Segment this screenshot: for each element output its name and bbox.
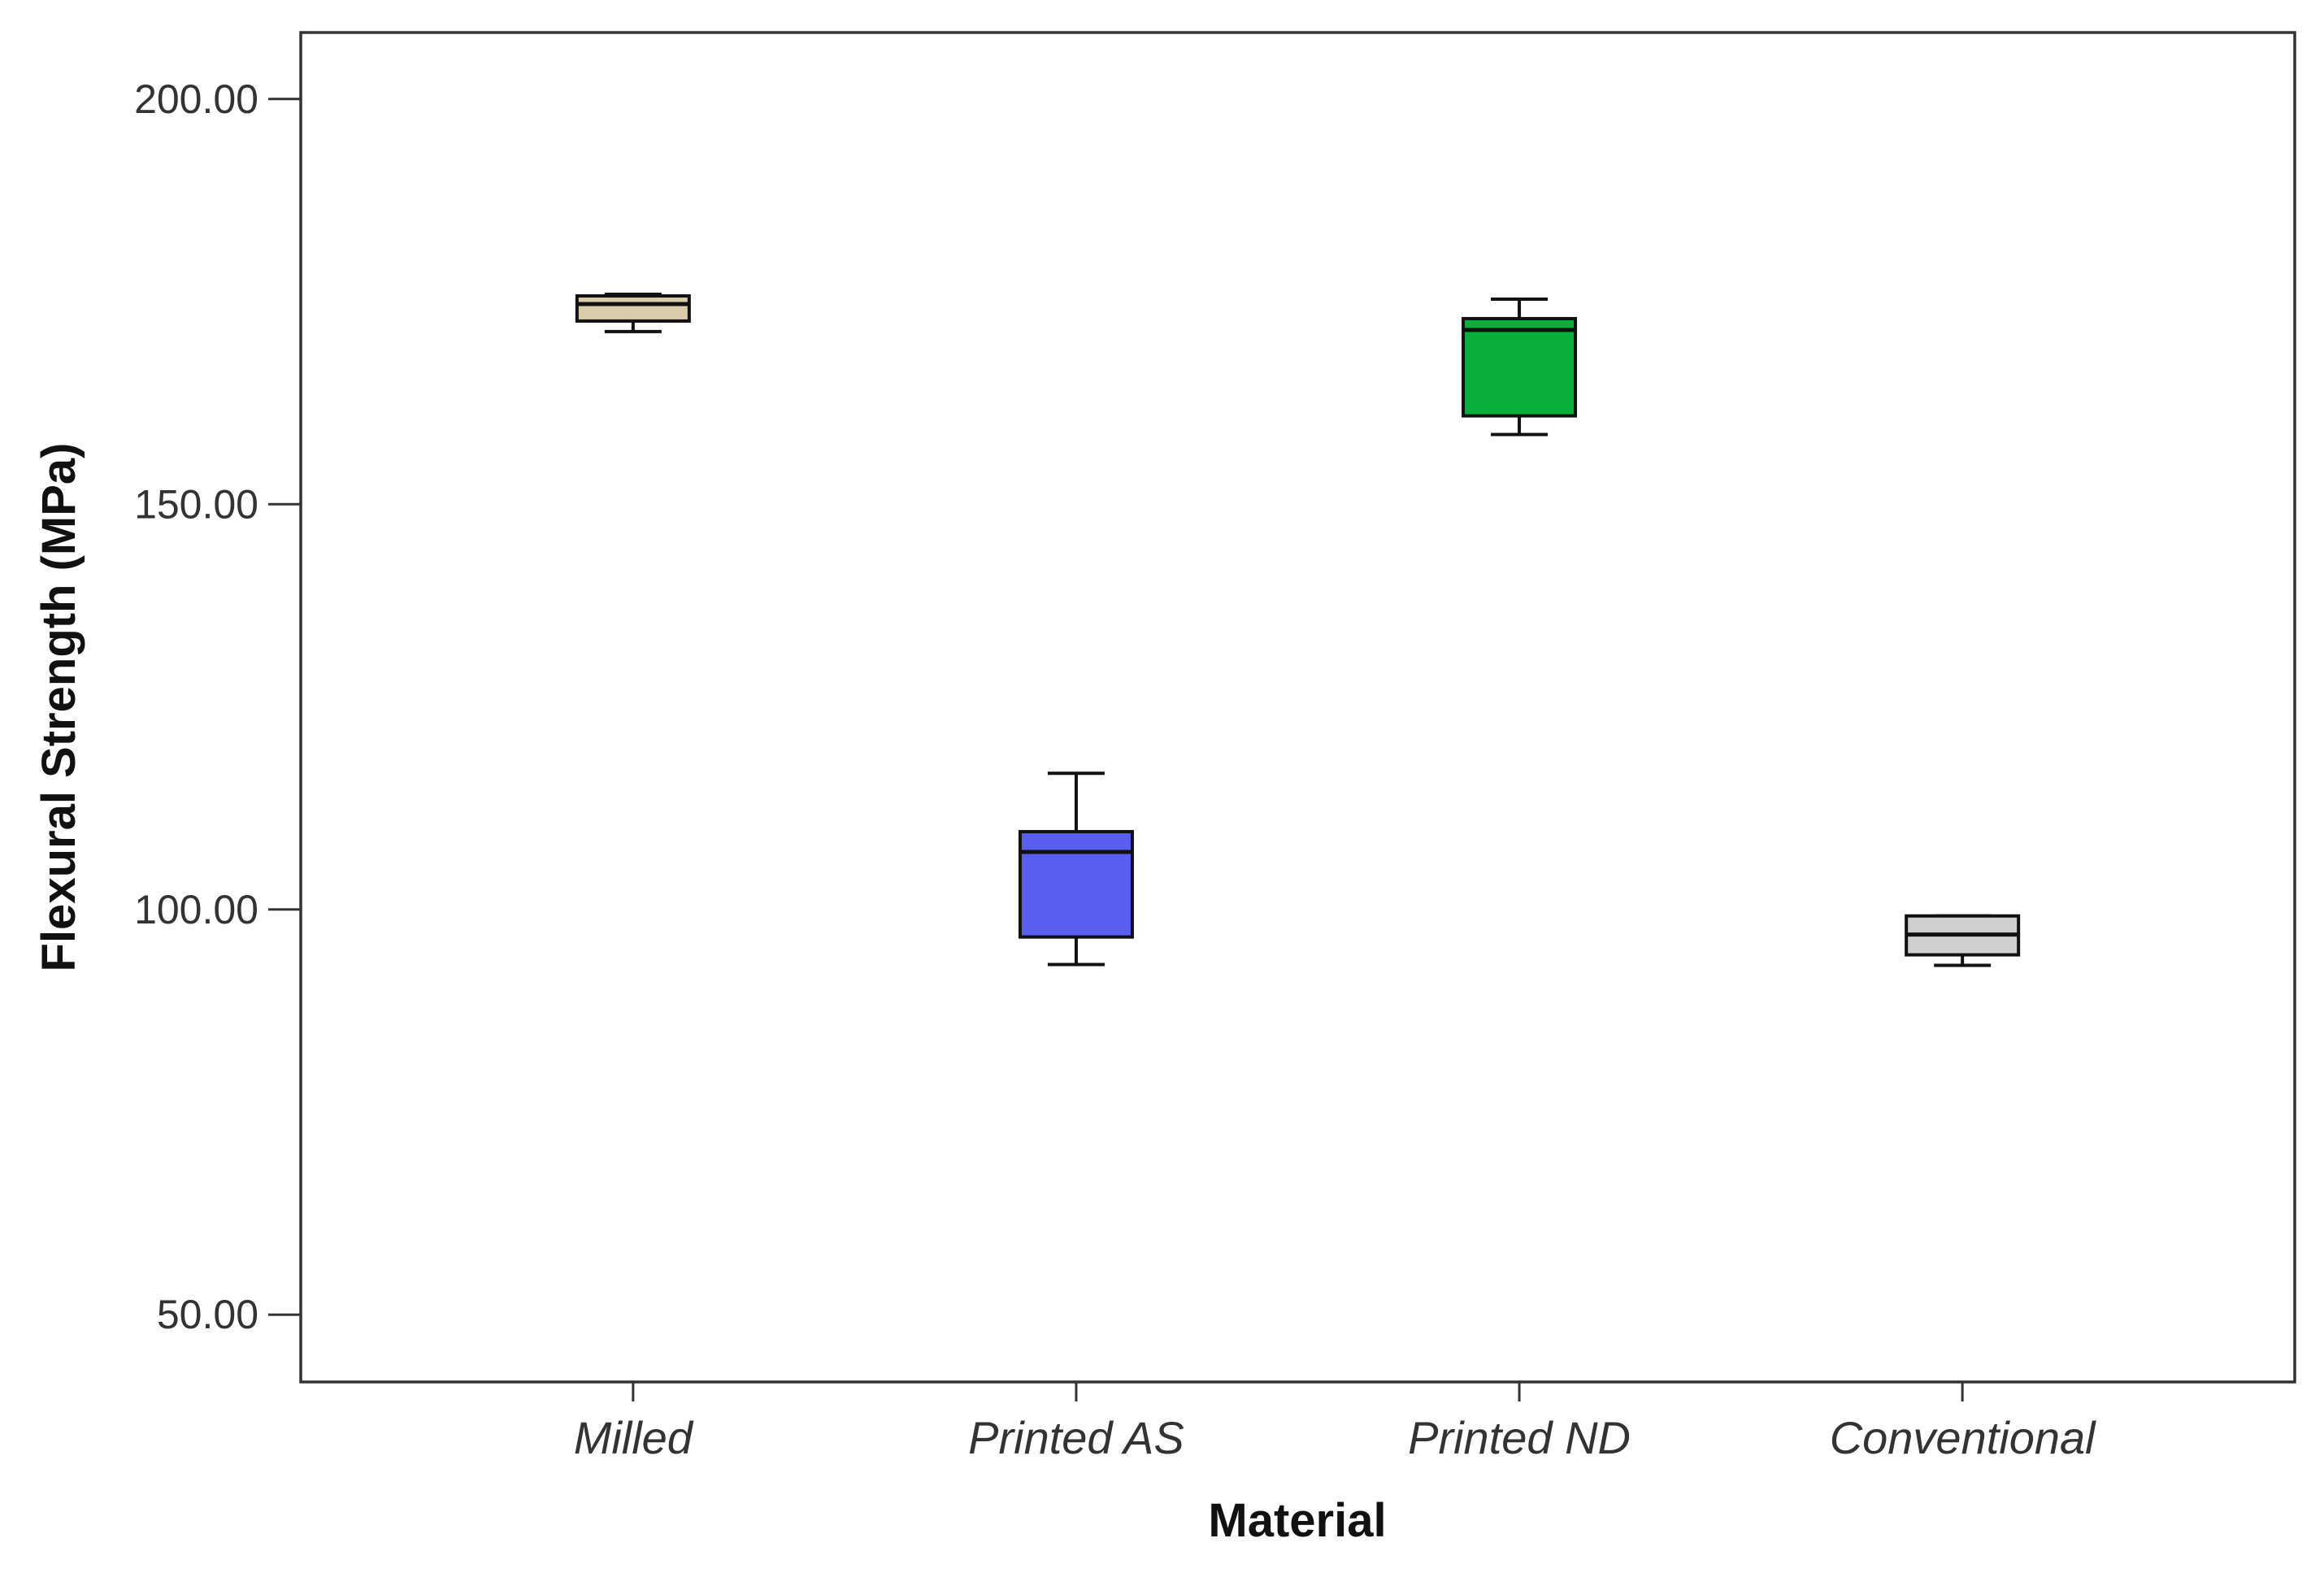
x-tick-label: Milled (574, 1412, 694, 1463)
plot-frame (299, 31, 2296, 1384)
y-axis-title: Flexural Strength (MPa) (33, 443, 85, 972)
box-conventional (1905, 914, 2021, 967)
box-body (575, 294, 691, 323)
box-printed-nd (1462, 298, 1578, 437)
y-tick-label: 50.00 (157, 1292, 258, 1337)
x-tick-label: Conventional (1830, 1412, 2096, 1463)
box-printed-as (1018, 771, 1134, 967)
y-tick-label: 200.00 (134, 76, 258, 122)
box-body (1018, 830, 1134, 939)
box-series (575, 293, 2021, 967)
x-axis: Milled Printed AS Printed ND Conventional (574, 1382, 2096, 1463)
y-tick-label: 150.00 (134, 481, 258, 527)
y-axis: 50.00 100.00 150.00 200.00 (134, 76, 301, 1337)
x-axis-title: Material (1208, 1494, 1386, 1547)
x-tick-label: Printed ND (1408, 1412, 1631, 1463)
y-tick-label: 100.00 (134, 887, 258, 932)
x-tick-label: Printed AS (968, 1412, 1184, 1463)
box-body (1462, 316, 1578, 418)
box-milled (575, 293, 691, 333)
